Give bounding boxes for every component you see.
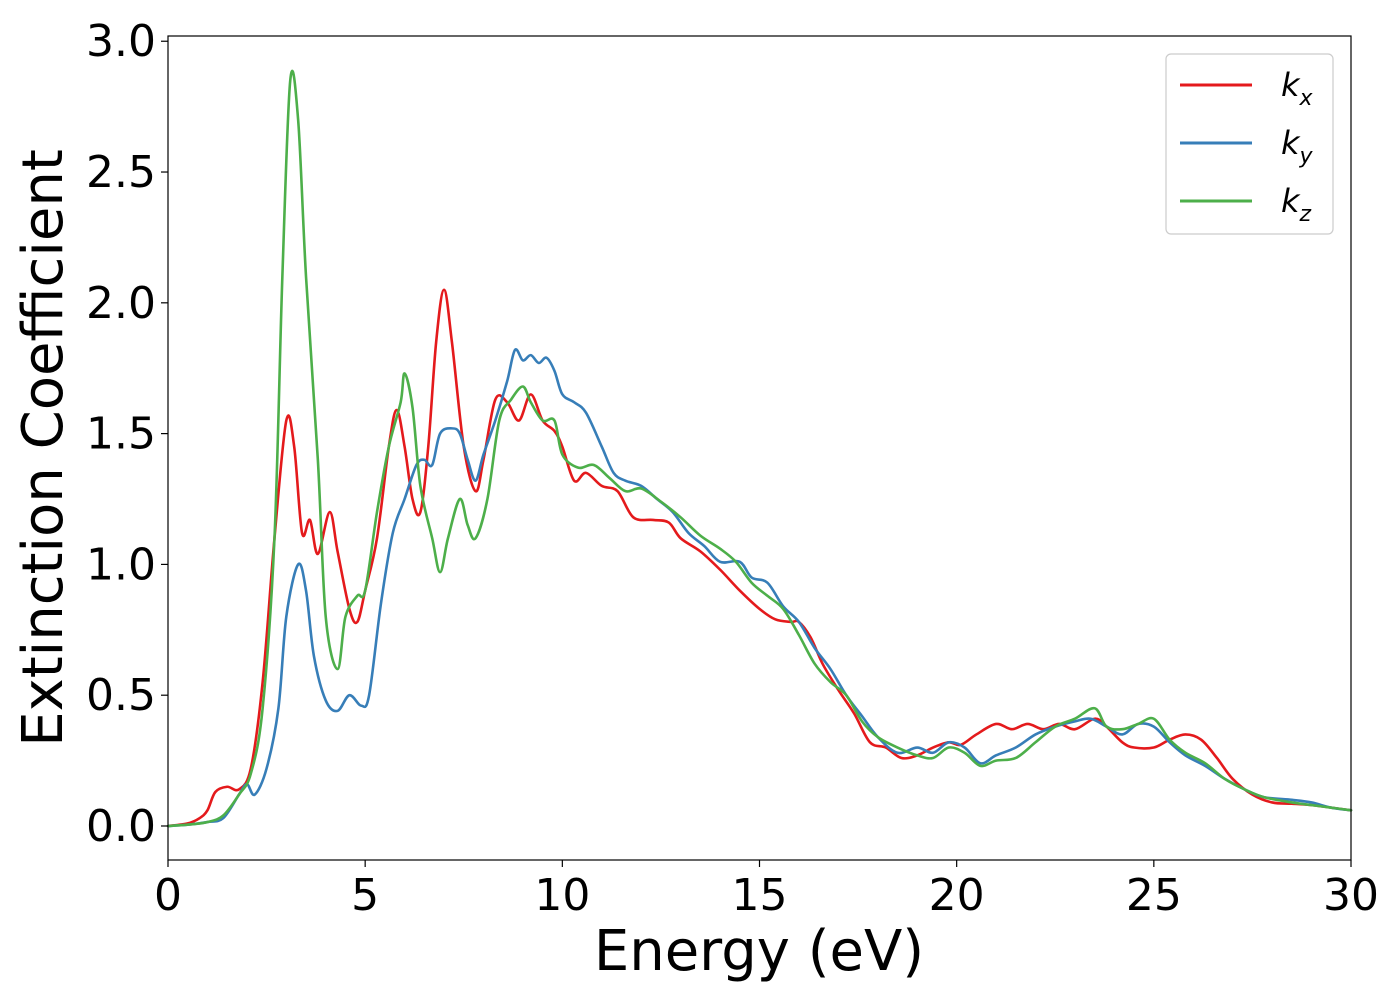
y-axis-ticks: 0.0 0.5 1.0 1.5 2.0 2.5 3.0 [86,16,168,852]
y-tick-label: 0.5 [86,670,156,721]
x-tick-label: 5 [351,870,379,921]
plot-background [168,36,1351,860]
series-layer [166,69,1353,828]
x-tick-label: 25 [1126,870,1182,921]
legend-label-subscript: y [1299,144,1314,169]
x-axis-ticks: 0 5 10 15 20 25 30 [154,860,1379,921]
x-tick-label: 20 [929,870,985,921]
legend-label-subscript: x [1299,86,1314,111]
x-axis-label: Energy (eV) [594,919,924,984]
x-tick-label: 0 [154,870,182,921]
series-line-k-z [166,69,1353,828]
y-tick-label: 1.5 [86,409,156,460]
y-axis-label: Extinction Coefficient [11,149,76,747]
x-tick-label: 10 [534,870,590,921]
y-tick-label: 3.0 [86,16,156,67]
y-tick-label: 2.5 [86,147,156,198]
legend-label-subscript: z [1299,202,1312,227]
x-tick-label: 30 [1323,870,1379,921]
series-line-k-y [166,348,1353,828]
y-tick-label: 1.0 [86,539,156,590]
y-tick-label: 0.0 [86,801,156,852]
y-tick-label: 2.0 [86,278,156,329]
x-tick-label: 15 [732,870,788,921]
